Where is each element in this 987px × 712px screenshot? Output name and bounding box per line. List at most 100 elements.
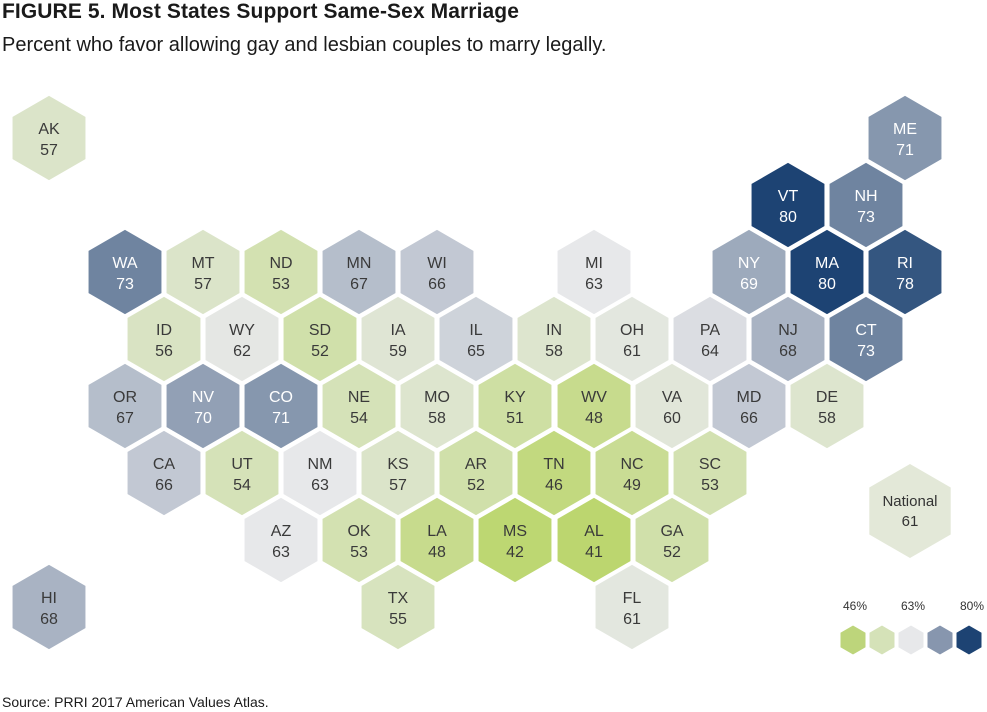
legend-swatch-3 bbox=[897, 624, 925, 656]
state-hex-ms: MS 42 bbox=[477, 496, 553, 584]
state-hex-mo: MO 58 bbox=[399, 362, 475, 450]
figure-subtitle: Percent who favor allowing gay and lesbi… bbox=[2, 34, 607, 56]
state-hex-wa: WA 73 bbox=[87, 228, 163, 316]
state-hex-id: ID 56 bbox=[126, 295, 202, 383]
state-tile-mo bbox=[399, 362, 475, 450]
state-hex-ia: IA 59 bbox=[360, 295, 436, 383]
state-abbr: HI bbox=[41, 590, 57, 607]
state-abbr: NJ bbox=[778, 322, 798, 339]
state-value: 54 bbox=[233, 477, 251, 494]
state-value: 61 bbox=[623, 611, 641, 628]
state-hex-ak: AK 57 bbox=[11, 94, 87, 182]
state-hex-ne: NE 54 bbox=[321, 362, 397, 450]
state-tile-md bbox=[711, 362, 787, 450]
state-value: 42 bbox=[506, 544, 524, 561]
state-hex-nm: NM 63 bbox=[282, 429, 358, 517]
state-value: 70 bbox=[194, 410, 212, 427]
state-value: 73 bbox=[857, 343, 875, 360]
state-abbr: GA bbox=[660, 523, 683, 540]
state-hex-nh: NH 73 bbox=[828, 161, 904, 249]
state-hex-nv: NV 70 bbox=[165, 362, 241, 450]
state-tile-ne bbox=[321, 362, 397, 450]
state-tile-ar bbox=[438, 429, 514, 517]
state-abbr: VA bbox=[662, 389, 682, 406]
state-hex-fl: FL 61 bbox=[594, 563, 670, 651]
state-tile-wy bbox=[204, 295, 280, 383]
state-tile-ms bbox=[477, 496, 553, 584]
state-abbr: OH bbox=[620, 322, 644, 339]
state-tile-ak bbox=[11, 94, 87, 182]
state-value: 67 bbox=[350, 276, 368, 293]
state-tile-nh bbox=[828, 161, 904, 249]
state-tile-ok bbox=[321, 496, 397, 584]
state-abbr: NC bbox=[620, 456, 643, 473]
state-tile-ut bbox=[204, 429, 280, 517]
state-tile-mn bbox=[321, 228, 397, 316]
state-abbr: AL bbox=[584, 523, 604, 540]
state-abbr: UT bbox=[231, 456, 253, 473]
state-abbr: ME bbox=[893, 121, 917, 138]
state-hex-ar: AR 52 bbox=[438, 429, 514, 517]
state-hex-mi: MI 63 bbox=[556, 228, 632, 316]
state-abbr: WY bbox=[229, 322, 255, 339]
state-value: 63 bbox=[272, 544, 290, 561]
state-hex-sc: SC 53 bbox=[672, 429, 748, 517]
state-abbr: MT bbox=[191, 255, 214, 272]
legend-label-mid: 63% bbox=[901, 599, 926, 613]
state-hex-mt: MT 57 bbox=[165, 228, 241, 316]
state-abbr: MN bbox=[347, 255, 372, 272]
state-value: 57 bbox=[389, 477, 407, 494]
state-value: 60 bbox=[663, 410, 681, 427]
state-value: 53 bbox=[272, 276, 290, 293]
state-value: 68 bbox=[779, 343, 797, 360]
state-value: 52 bbox=[663, 544, 681, 561]
state-hex-ca: CA 66 bbox=[126, 429, 202, 517]
source-note: Source: PRRI 2017 American Values Atlas. bbox=[2, 694, 269, 710]
state-tile-vt bbox=[750, 161, 826, 249]
state-abbr: SC bbox=[699, 456, 721, 473]
state-value: 52 bbox=[467, 477, 485, 494]
state-value: 58 bbox=[545, 343, 563, 360]
legend-swatch-5 bbox=[955, 624, 983, 656]
state-value: 80 bbox=[779, 209, 797, 226]
state-value: 73 bbox=[116, 276, 134, 293]
state-abbr: NM bbox=[308, 456, 333, 473]
state-hex-ct: CT 73 bbox=[828, 295, 904, 383]
state-abbr: OR bbox=[113, 389, 137, 406]
state-tile-id bbox=[126, 295, 202, 383]
state-value: 41 bbox=[585, 544, 603, 561]
state-tile-ri bbox=[867, 228, 943, 316]
state-tile-tn bbox=[516, 429, 592, 517]
state-tile-hi bbox=[11, 563, 87, 651]
state-hex-wy: WY 62 bbox=[204, 295, 280, 383]
state-hex-tx: TX 55 bbox=[360, 563, 436, 651]
state-value: 61 bbox=[623, 343, 641, 360]
state-hex-ok: OK 53 bbox=[321, 496, 397, 584]
state-hex-sd: SD 52 bbox=[282, 295, 358, 383]
state-tile-wi bbox=[399, 228, 475, 316]
state-abbr: TN bbox=[543, 456, 564, 473]
state-value: 66 bbox=[155, 477, 173, 494]
state-value: 63 bbox=[311, 477, 329, 494]
state-tile-wa bbox=[87, 228, 163, 316]
state-value: 46 bbox=[545, 477, 563, 494]
state-abbr: WI bbox=[427, 255, 447, 272]
state-tile-de bbox=[789, 362, 865, 450]
state-abbr: CO bbox=[269, 389, 293, 406]
state-tile-va bbox=[634, 362, 710, 450]
state-abbr: KY bbox=[504, 389, 526, 406]
legend-swatch-1 bbox=[839, 624, 867, 656]
state-hex-la: LA 48 bbox=[399, 496, 475, 584]
state-hex-oh: OH 61 bbox=[594, 295, 670, 383]
state-value: 63 bbox=[585, 276, 603, 293]
state-abbr: IA bbox=[390, 322, 405, 339]
state-value: 51 bbox=[506, 410, 524, 427]
state-tile-fl bbox=[594, 563, 670, 651]
legend-swatch-4 bbox=[926, 624, 954, 656]
state-value: 49 bbox=[623, 477, 641, 494]
state-value: 68 bbox=[40, 611, 58, 628]
state-value: 55 bbox=[389, 611, 407, 628]
state-tile-la bbox=[399, 496, 475, 584]
state-hex-ks: KS 57 bbox=[360, 429, 436, 517]
state-tile-in bbox=[516, 295, 592, 383]
